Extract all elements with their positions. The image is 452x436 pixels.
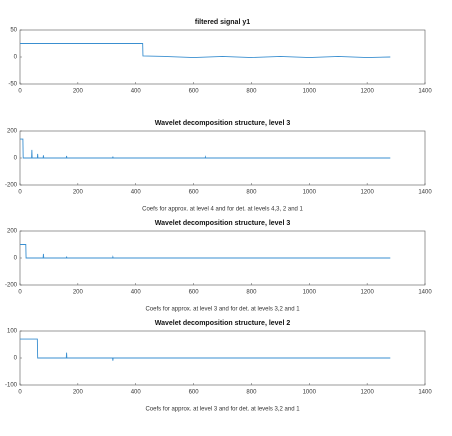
x-tick-label: 800 <box>246 89 257 95</box>
signal-line <box>20 138 391 159</box>
x-tick-label: 0 <box>18 390 22 396</box>
x-tick-label: 600 <box>189 290 200 296</box>
x-tick-label: 1000 <box>303 290 317 296</box>
x-tick-label: 1200 <box>360 390 374 396</box>
x-tick-label: 0 <box>18 190 22 196</box>
y-tick-label: 100 <box>7 329 18 335</box>
x-tick-label: 0 <box>18 89 22 95</box>
x-tick-label: 1000 <box>303 390 317 396</box>
signal-line <box>20 43 391 58</box>
y-tick-label: 0 <box>14 356 18 362</box>
x-tick-label: 400 <box>131 390 142 396</box>
y-tick-label: 0 <box>14 256 18 262</box>
x-tick-label: 600 <box>189 89 200 95</box>
chart-title: Wavelet decomposition structure, level 3 <box>155 220 291 227</box>
x-tick-label: 400 <box>131 89 142 95</box>
y-tick-label: 0 <box>14 156 18 162</box>
x-tick-label: 600 <box>189 390 200 396</box>
x-tick-label: 1200 <box>360 290 374 296</box>
x-tick-label: 200 <box>73 290 84 296</box>
x-tick-label: 1000 <box>303 190 317 196</box>
y-tick-label: 200 <box>7 129 18 135</box>
x-tick-label: 1400 <box>418 290 432 296</box>
chart-title: Wavelet decomposition structure, level 2 <box>155 320 291 327</box>
x-tick-label: 800 <box>246 390 257 396</box>
x-tick-label: 1400 <box>418 190 432 196</box>
y-tick-label: -200 <box>5 283 18 289</box>
y-tick-label: -100 <box>5 383 18 389</box>
y-tick-label: -50 <box>8 82 17 88</box>
x-tick-label: 600 <box>189 190 200 196</box>
x-tick-label: 1400 <box>418 89 432 95</box>
x-axis-label: Coefs for approx. at level 3 and for det… <box>145 307 300 313</box>
x-tick-label: 0 <box>18 290 22 296</box>
signal-line <box>20 244 391 259</box>
x-tick-label: 200 <box>73 89 84 95</box>
y-tick-label: 0 <box>14 55 18 61</box>
x-tick-label: 200 <box>73 390 84 396</box>
signal-line <box>20 338 391 361</box>
y-tick-label: 200 <box>7 229 18 235</box>
y-tick-label: -200 <box>5 183 18 189</box>
x-tick-label: 800 <box>246 290 257 296</box>
y-tick-label: 50 <box>10 28 17 34</box>
x-axis-label: Coefs for approx. at level 4 and for det… <box>142 207 303 213</box>
x-tick-label: 400 <box>131 290 142 296</box>
x-tick-label: 1400 <box>418 390 432 396</box>
x-tick-label: 200 <box>73 190 84 196</box>
x-tick-label: 1200 <box>360 89 374 95</box>
x-tick-label: 1000 <box>303 89 317 95</box>
chart-title: Wavelet decomposition structure, level 3 <box>155 120 291 127</box>
x-tick-label: 800 <box>246 190 257 196</box>
chart-title: filtered signal y1 <box>195 19 250 26</box>
x-tick-label: 400 <box>131 190 142 196</box>
x-tick-label: 1200 <box>360 190 374 196</box>
x-axis-label: Coefs for approx. at level 3 and for det… <box>145 407 300 413</box>
